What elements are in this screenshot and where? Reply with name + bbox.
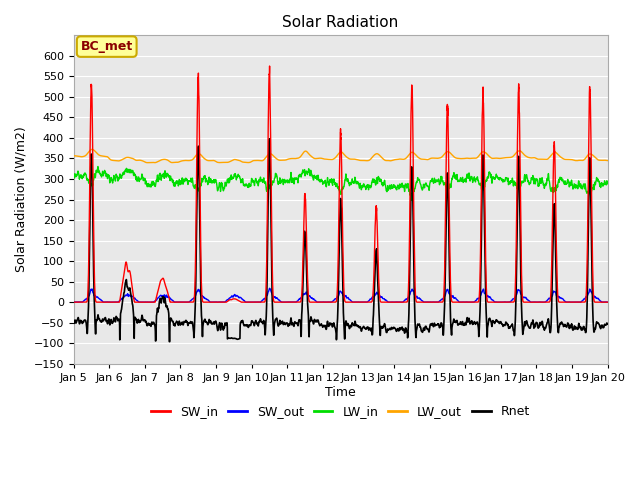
- LW_in: [431, 178, 438, 184]
- SW_out: [491, 299, 499, 305]
- SW_out: [321, 299, 328, 305]
- LW_in: [604, 179, 611, 184]
- Rnet: [166, 339, 173, 345]
- Rnet: [266, 136, 273, 142]
- LW_in: [321, 180, 328, 186]
- SW_in: [604, 299, 611, 305]
- LW_out: [144, 160, 152, 166]
- LW_out: [431, 156, 438, 161]
- SW_out: [460, 299, 468, 305]
- SW_out: [113, 299, 120, 305]
- LW_out: [166, 159, 173, 165]
- SW_out: [431, 299, 438, 305]
- LW_out: [70, 153, 77, 159]
- SW_out: [604, 299, 611, 305]
- SW_in: [460, 299, 468, 305]
- LW_in: [604, 181, 611, 187]
- LW_in: [408, 197, 416, 203]
- Rnet: [321, 324, 328, 329]
- LW_in: [94, 164, 102, 169]
- Rnet: [460, 322, 468, 328]
- Y-axis label: Solar Radiation (W/m2): Solar Radiation (W/m2): [15, 127, 28, 273]
- Rnet: [70, 317, 77, 323]
- SW_out: [70, 299, 77, 305]
- LW_in: [166, 176, 173, 181]
- LW_out: [88, 146, 96, 152]
- Rnet: [604, 321, 611, 326]
- X-axis label: Time: Time: [325, 385, 356, 398]
- LW_in: [70, 172, 77, 178]
- SW_out: [166, 296, 173, 301]
- Line: SW_out: SW_out: [74, 288, 607, 302]
- Line: LW_in: LW_in: [74, 167, 607, 200]
- LW_out: [491, 156, 499, 161]
- SW_out: [604, 299, 611, 305]
- Rnet: [431, 322, 438, 327]
- SW_in: [491, 299, 499, 305]
- Line: SW_in: SW_in: [74, 66, 607, 302]
- SW_in: [603, 299, 611, 305]
- Rnet: [491, 321, 499, 326]
- LW_in: [491, 176, 499, 182]
- Title: Solar Radiation: Solar Radiation: [282, 15, 399, 30]
- LW_in: [460, 178, 468, 183]
- LW_out: [460, 156, 468, 161]
- SW_in: [431, 299, 438, 305]
- Rnet: [604, 321, 611, 327]
- SW_in: [166, 298, 173, 303]
- SW_in: [70, 299, 77, 305]
- SW_out: [266, 286, 273, 291]
- SW_in: [266, 63, 273, 69]
- Legend: SW_in, SW_out, LW_in, LW_out, Rnet: SW_in, SW_out, LW_in, LW_out, Rnet: [146, 400, 535, 423]
- LW_out: [604, 157, 611, 163]
- Line: LW_out: LW_out: [74, 149, 607, 163]
- LW_out: [321, 156, 328, 162]
- Rnet: [166, 339, 173, 345]
- SW_in: [321, 299, 328, 305]
- Line: Rnet: Rnet: [74, 139, 607, 342]
- Text: BC_met: BC_met: [81, 40, 133, 53]
- LW_out: [604, 157, 611, 163]
